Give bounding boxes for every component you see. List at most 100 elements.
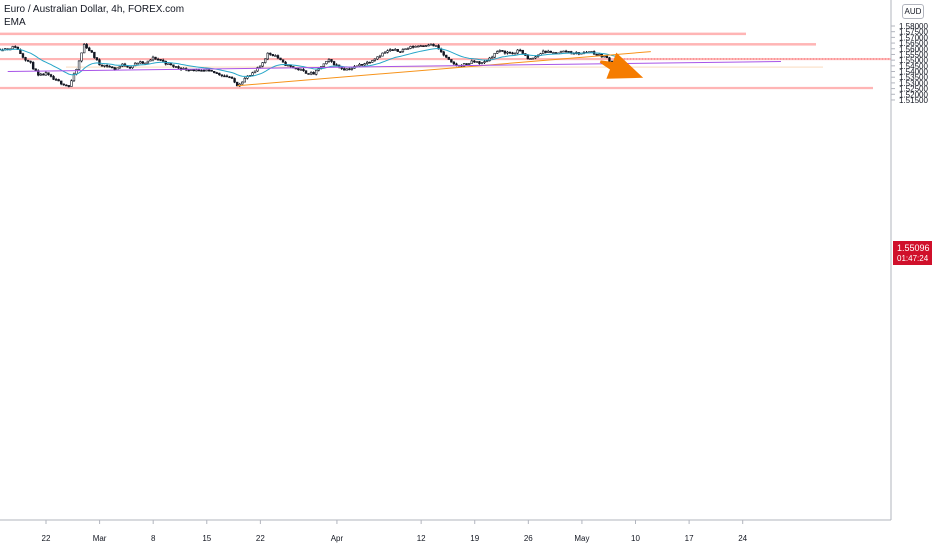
candle[interactable]: [508, 51, 512, 54]
candle[interactable]: [450, 59, 453, 63]
candle[interactable]: [167, 63, 170, 66]
candle[interactable]: [350, 67, 354, 71]
candle[interactable]: [383, 50, 387, 54]
candle[interactable]: [478, 61, 481, 65]
candle[interactable]: [205, 69, 208, 72]
candle[interactable]: [483, 60, 486, 64]
candle[interactable]: [490, 55, 494, 59]
time-axis[interactable]: 22 Mar 8 15 22 Apr 12 19 26 May 10 17 24: [0, 519, 891, 543]
candle[interactable]: [386, 49, 389, 54]
candle[interactable]: [24, 56, 27, 62]
candle[interactable]: [608, 56, 611, 63]
candle[interactable]: [376, 56, 379, 61]
candle[interactable]: [411, 45, 415, 49]
candle[interactable]: [312, 71, 315, 75]
candle[interactable]: [271, 54, 275, 57]
price-axis[interactable]: 1.580001.575001.570001.565001.560001.555…: [890, 0, 932, 550]
candle[interactable]: [261, 62, 264, 68]
candle[interactable]: [67, 85, 71, 88]
candle[interactable]: [529, 58, 532, 60]
candle[interactable]: [302, 67, 305, 72]
candle[interactable]: [401, 48, 405, 53]
candle[interactable]: [82, 43, 86, 54]
candle[interactable]: [422, 45, 425, 47]
candle[interactable]: [564, 49, 568, 53]
candle[interactable]: [409, 45, 412, 50]
candle[interactable]: [98, 58, 101, 66]
candle[interactable]: [465, 63, 468, 66]
candle[interactable]: [159, 59, 162, 61]
candle[interactable]: [559, 50, 563, 54]
candle[interactable]: [567, 51, 570, 53]
candle[interactable]: [14, 45, 17, 49]
price-zones[interactable]: [0, 32, 891, 90]
candle[interactable]: [399, 51, 402, 53]
candle[interactable]: [139, 60, 142, 64]
candle[interactable]: [241, 81, 244, 85]
candle[interactable]: [416, 45, 420, 48]
candle[interactable]: [547, 49, 550, 53]
candle[interactable]: [541, 49, 545, 54]
candle[interactable]: [518, 48, 522, 52]
candle[interactable]: [42, 73, 45, 76]
candle[interactable]: [34, 68, 37, 71]
down-arrow[interactable]: [599, 52, 644, 79]
candle[interactable]: [141, 60, 144, 64]
candle[interactable]: [59, 80, 63, 86]
candle[interactable]: [480, 62, 484, 65]
candle[interactable]: [394, 48, 397, 51]
candle[interactable]: [363, 62, 366, 66]
candle[interactable]: [233, 77, 236, 84]
indicator-label[interactable]: EMA: [4, 17, 26, 28]
candle[interactable]: [335, 63, 338, 67]
candle[interactable]: [105, 64, 109, 68]
candle[interactable]: [501, 50, 504, 52]
resistance-zone[interactable]: [0, 32, 746, 36]
candle[interactable]: [442, 50, 445, 57]
candle[interactable]: [452, 60, 456, 66]
candle[interactable]: [88, 46, 91, 52]
candle[interactable]: [424, 44, 428, 47]
candle[interactable]: [368, 61, 371, 64]
support-trendline[interactable]: [7, 61, 781, 73]
candle[interactable]: [77, 60, 81, 70]
candle[interactable]: [95, 57, 99, 61]
candle[interactable]: [164, 60, 167, 66]
candle[interactable]: [218, 72, 221, 76]
candle[interactable]: [210, 69, 213, 72]
candle[interactable]: [256, 66, 259, 72]
candle[interactable]: [391, 49, 394, 51]
candle[interactable]: [238, 82, 241, 87]
candle[interactable]: [330, 59, 333, 63]
candle[interactable]: [156, 57, 160, 61]
ascending-trendline[interactable]: [237, 51, 651, 87]
candle[interactable]: [128, 66, 132, 70]
candle[interactable]: [445, 54, 448, 59]
candle[interactable]: [488, 56, 491, 62]
candle[interactable]: [470, 59, 473, 64]
candle[interactable]: [521, 49, 524, 55]
candle[interactable]: [473, 60, 476, 63]
candle[interactable]: [605, 55, 609, 59]
candle[interactable]: [314, 69, 318, 76]
candle[interactable]: [381, 52, 384, 57]
candle[interactable]: [358, 62, 361, 67]
candle[interactable]: [29, 60, 32, 64]
candle[interactable]: [200, 69, 203, 72]
candle[interactable]: [552, 51, 555, 54]
candle[interactable]: [276, 54, 280, 60]
resistance-zone[interactable]: [0, 86, 873, 90]
candle[interactable]: [467, 63, 471, 66]
candle[interactable]: [322, 63, 326, 67]
candle[interactable]: [427, 43, 430, 47]
candle[interactable]: [57, 78, 60, 82]
candle[interactable]: [111, 66, 114, 69]
candle[interactable]: [243, 76, 246, 83]
candle[interactable]: [396, 48, 399, 52]
candle[interactable]: [49, 73, 53, 78]
candle[interactable]: [544, 50, 547, 54]
candle[interactable]: [496, 50, 499, 54]
candle[interactable]: [279, 57, 282, 61]
candle[interactable]: [373, 58, 377, 62]
candle[interactable]: [325, 61, 328, 65]
